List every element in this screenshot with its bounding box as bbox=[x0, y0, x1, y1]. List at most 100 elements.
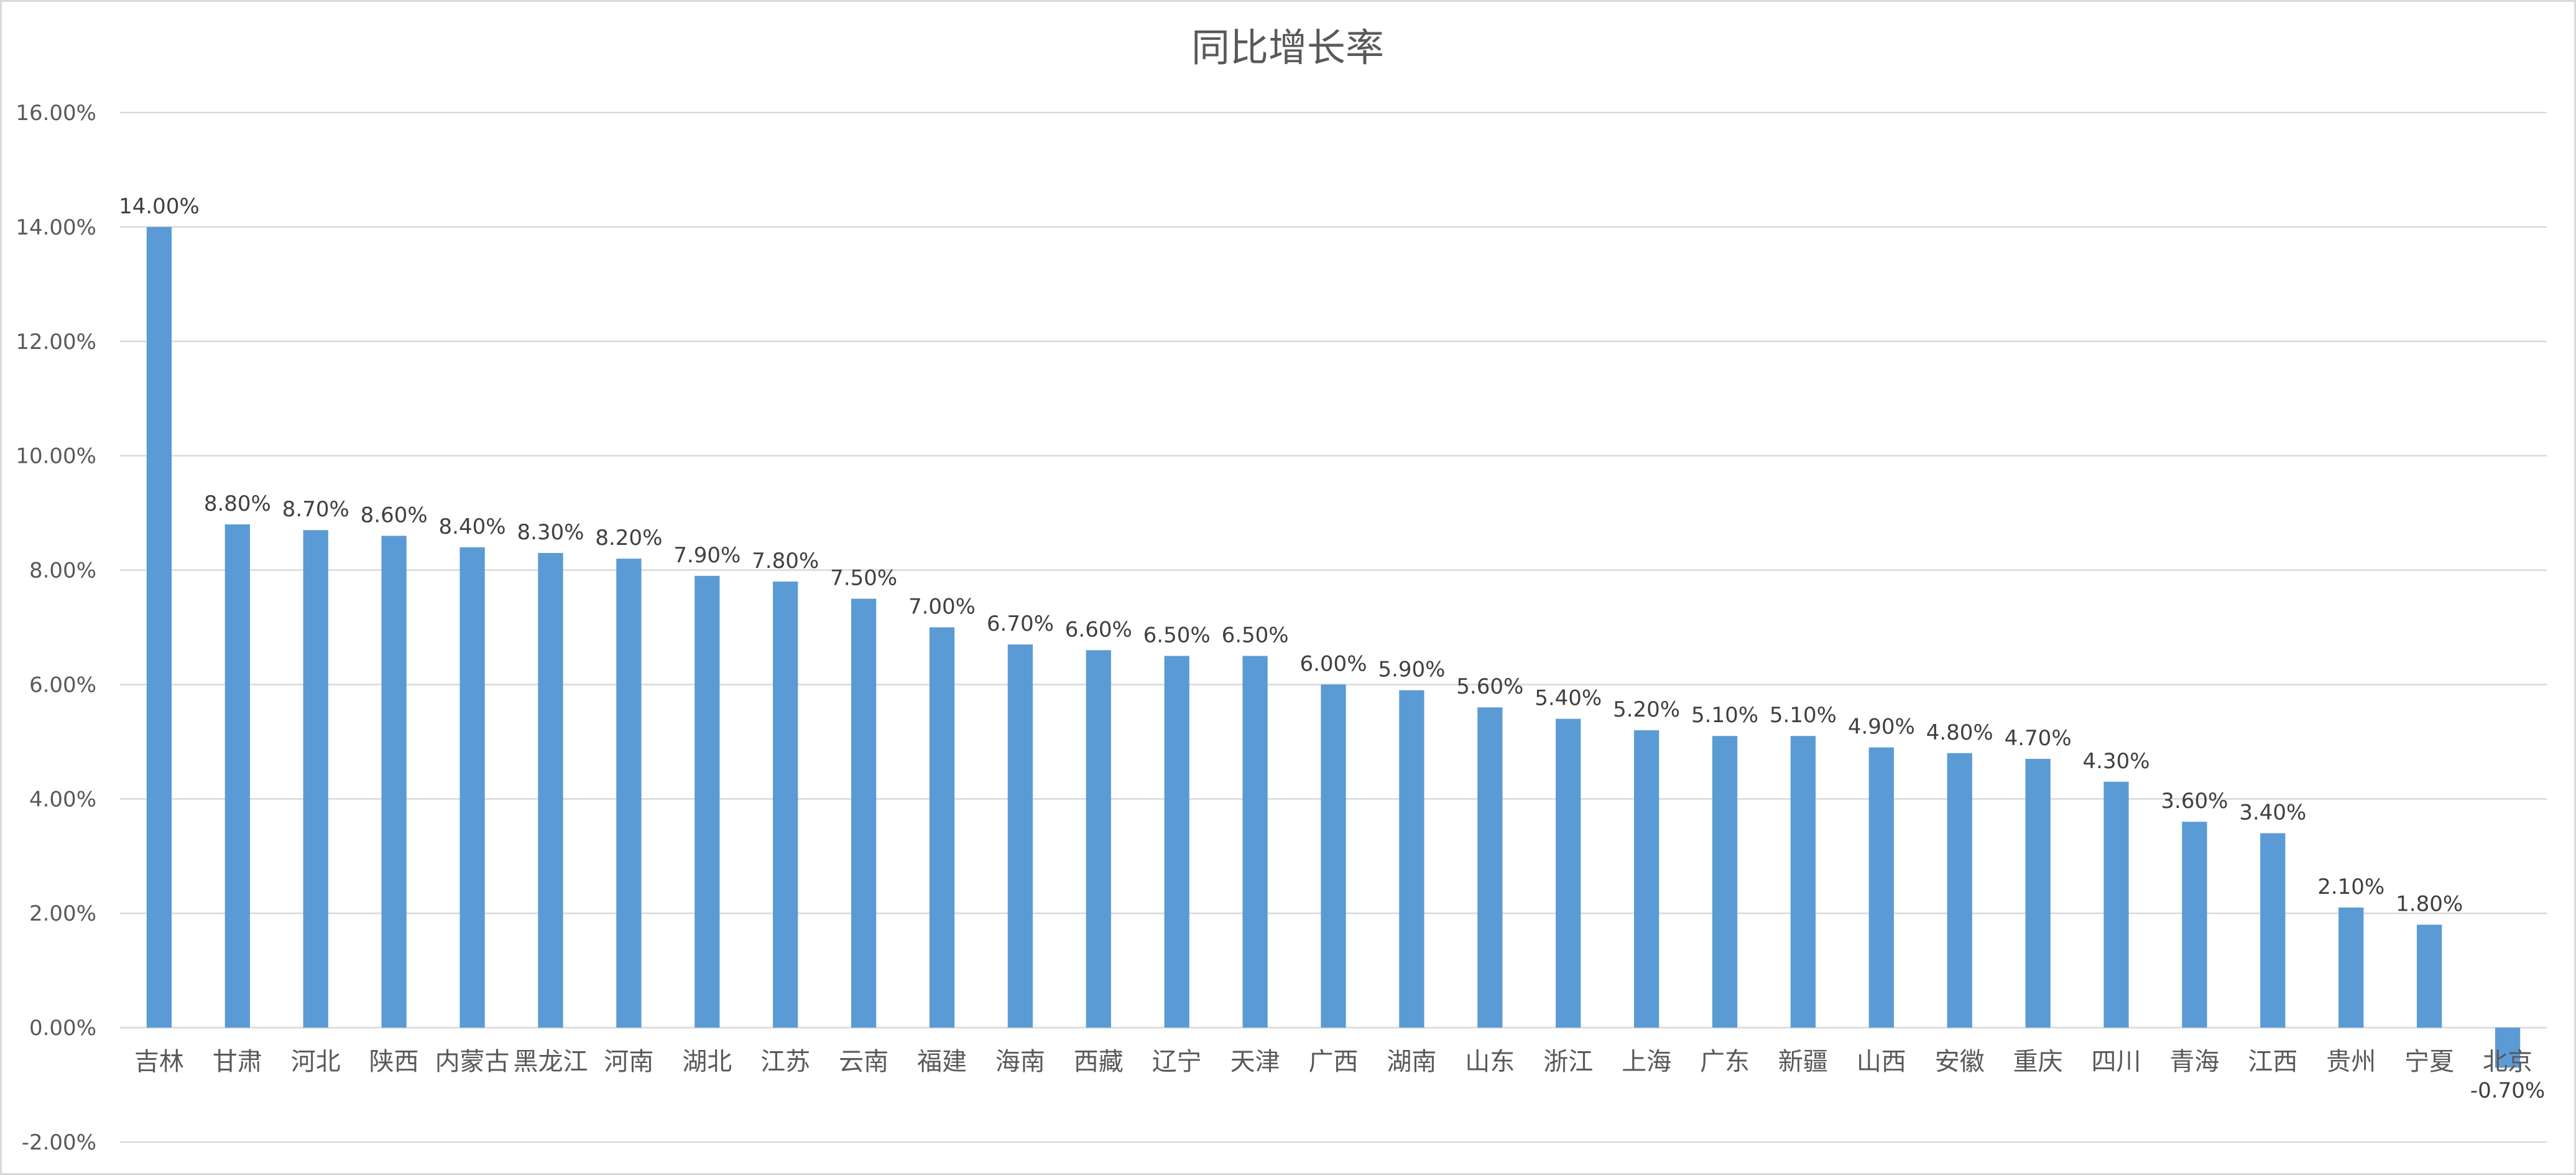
x-tick-label: 辽宁 bbox=[1152, 1047, 1202, 1076]
x-tick-label: 甘肃 bbox=[213, 1047, 262, 1076]
data-label: 5.20% bbox=[1613, 697, 1680, 722]
x-tick-label: 吉林 bbox=[134, 1047, 184, 1076]
x-tick-label: 湖南 bbox=[1387, 1047, 1436, 1076]
data-label: 8.30% bbox=[517, 520, 584, 545]
bar bbox=[616, 559, 642, 1028]
x-tick-label: 江西 bbox=[2248, 1047, 2297, 1076]
bar bbox=[224, 524, 250, 1028]
x-tick-label: 西藏 bbox=[1074, 1047, 1124, 1076]
data-label: 6.50% bbox=[1143, 623, 1211, 648]
data-label: 1.80% bbox=[2396, 892, 2463, 917]
data-label: 5.10% bbox=[1691, 703, 1758, 728]
y-tick-label: -2.00% bbox=[22, 1130, 96, 1155]
y-tick-label: 10.00% bbox=[16, 444, 96, 469]
data-label: 2.10% bbox=[2317, 875, 2384, 899]
x-tick-label: 山东 bbox=[1465, 1047, 1515, 1076]
bar bbox=[773, 581, 798, 1028]
x-tick-label: 云南 bbox=[839, 1047, 889, 1076]
bar bbox=[1242, 656, 1268, 1028]
data-label: 4.70% bbox=[2005, 726, 2072, 751]
bar bbox=[1556, 718, 1581, 1028]
bar bbox=[2495, 1028, 2521, 1068]
bar bbox=[381, 536, 407, 1028]
data-label: 6.70% bbox=[987, 611, 1054, 636]
x-tick-label: 上海 bbox=[1622, 1047, 1671, 1076]
bar bbox=[1399, 690, 1424, 1028]
data-label: -0.70% bbox=[2470, 1078, 2545, 1103]
x-axis-ticks: 吉林 甘肃 河北 陕西 内蒙古 黑龙江 河南 湖北 江苏 云南 福建 海南 西藏 辽宁 天津 广西 湖南 山东 浙江… bbox=[134, 1047, 2532, 1076]
data-labels: 14.00% 8.80% 8.70% 8.60% 8.40% 8.30% 8.20% 7.90… bbox=[119, 194, 2545, 1103]
x-tick-label: 重庆 bbox=[2013, 1047, 2063, 1076]
x-tick-label: 广西 bbox=[1309, 1047, 1359, 1076]
y-tick-label: 14.00% bbox=[16, 215, 96, 240]
data-label: 3.60% bbox=[2161, 789, 2228, 814]
bar bbox=[929, 627, 955, 1028]
bar bbox=[1007, 644, 1033, 1028]
x-tick-label: 河北 bbox=[291, 1047, 341, 1076]
y-tick-label: 12.00% bbox=[16, 330, 96, 355]
data-label: 5.90% bbox=[1378, 657, 1445, 682]
bar bbox=[1633, 730, 1660, 1028]
bar bbox=[2182, 822, 2207, 1028]
x-tick-label: 海南 bbox=[995, 1047, 1045, 1076]
bar bbox=[1086, 650, 1111, 1028]
data-label: 7.50% bbox=[830, 566, 897, 591]
data-label: 8.70% bbox=[282, 497, 349, 522]
data-label: 3.40% bbox=[2239, 801, 2306, 825]
x-tick-label: 山西 bbox=[1857, 1047, 1906, 1076]
data-label: 4.30% bbox=[2083, 749, 2150, 774]
y-tick-label: 8.00% bbox=[29, 559, 96, 583]
chart-title: 同比增长率 bbox=[1191, 25, 1384, 70]
data-label: 8.80% bbox=[204, 491, 271, 516]
data-label: 4.80% bbox=[1926, 720, 1993, 745]
bar bbox=[851, 598, 877, 1028]
bars bbox=[146, 226, 2521, 1068]
bar bbox=[2417, 924, 2442, 1028]
bar bbox=[2103, 781, 2129, 1028]
x-tick-label: 宁夏 bbox=[2404, 1047, 2454, 1076]
x-tick-label: 湖北 bbox=[682, 1047, 732, 1076]
y-tick-label: 4.00% bbox=[29, 787, 96, 812]
x-tick-label: 内蒙古 bbox=[435, 1047, 510, 1076]
data-label: 5.40% bbox=[1535, 686, 1602, 711]
data-label: 14.00% bbox=[119, 194, 200, 219]
x-tick-label: 安徽 bbox=[1935, 1047, 1985, 1076]
data-label: 6.50% bbox=[1222, 623, 1289, 648]
bar bbox=[1712, 736, 1738, 1028]
data-label: 8.40% bbox=[439, 514, 506, 539]
x-tick-label: 贵州 bbox=[2326, 1047, 2376, 1076]
x-tick-label: 陕西 bbox=[369, 1047, 419, 1076]
bar bbox=[459, 547, 485, 1028]
x-tick-label: 浙江 bbox=[1543, 1047, 1593, 1076]
y-axis-ticks: -2.00% 0.00% 2.00% 4.00% 6.00% 8.00% 10.00% 12.… bbox=[16, 101, 96, 1155]
data-label: 8.20% bbox=[595, 526, 662, 550]
bar bbox=[1477, 707, 1503, 1028]
x-tick-label: 黑龙江 bbox=[513, 1047, 588, 1076]
x-tick-label: 北京 bbox=[2483, 1047, 2532, 1076]
x-tick-label: 江苏 bbox=[760, 1047, 810, 1076]
data-label: 6.00% bbox=[1300, 651, 1367, 676]
data-label: 7.80% bbox=[752, 549, 819, 574]
bar bbox=[1321, 684, 1346, 1028]
y-tick-label: 2.00% bbox=[29, 901, 96, 926]
bar bbox=[1790, 736, 1816, 1028]
x-tick-label: 新疆 bbox=[1778, 1047, 1828, 1076]
y-tick-label: 16.00% bbox=[16, 101, 96, 126]
data-label: 7.00% bbox=[908, 595, 976, 620]
data-label: 5.60% bbox=[1456, 674, 1523, 699]
y-tick-label: 0.00% bbox=[29, 1016, 96, 1041]
x-tick-label: 青海 bbox=[2169, 1047, 2219, 1076]
bar bbox=[2260, 833, 2286, 1028]
bar bbox=[1947, 753, 1972, 1028]
x-tick-label: 福建 bbox=[917, 1047, 967, 1076]
x-tick-label: 四川 bbox=[2092, 1047, 2141, 1076]
bar bbox=[538, 552, 563, 1028]
bar bbox=[695, 575, 720, 1028]
bar bbox=[146, 226, 172, 1028]
data-label: 6.60% bbox=[1065, 617, 1132, 642]
bar bbox=[303, 530, 328, 1028]
x-tick-label: 广东 bbox=[1700, 1047, 1750, 1076]
x-tick-label: 河南 bbox=[604, 1047, 653, 1076]
bar bbox=[1868, 747, 1894, 1028]
bar bbox=[2025, 758, 2051, 1028]
